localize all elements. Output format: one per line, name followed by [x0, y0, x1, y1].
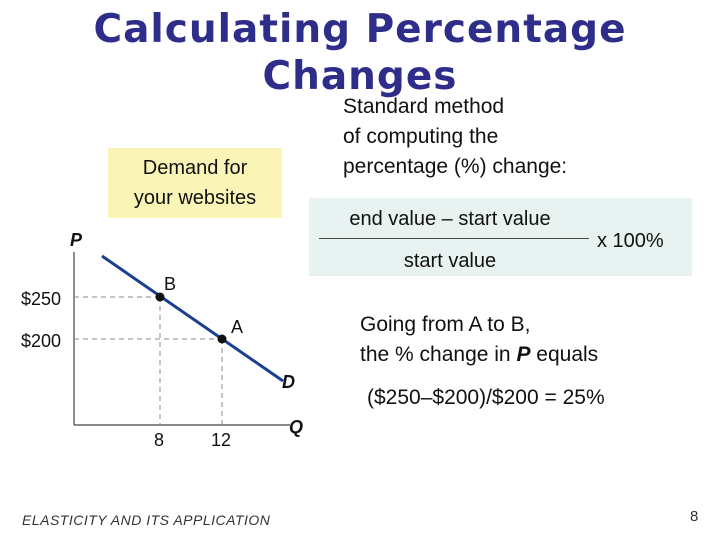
footer-text: ELASTICITY AND ITS APPLICATION	[22, 512, 271, 528]
explanation-line-1: Going from A to B,	[360, 313, 531, 336]
explanation-line-2: the % change in P equals	[360, 340, 598, 370]
demand-curve-label: D	[282, 372, 295, 392]
method-text: Standard method of computing the percent…	[343, 92, 567, 182]
y-tick-200: $200	[21, 331, 61, 351]
formula-numerator: end value – start value	[349, 208, 551, 230]
fraction-bar	[319, 238, 589, 239]
page-number: 8	[690, 508, 699, 525]
method-line-2: of computing the	[343, 125, 499, 148]
x-tick-8: 8	[154, 430, 164, 450]
y-tick-250: $250	[21, 289, 61, 309]
x-tick-12: 12	[211, 430, 231, 450]
formula-multiplier: x 100%	[597, 230, 664, 252]
method-line-1: Standard method	[343, 95, 505, 118]
calculation-result: ($250–$200)/$200 = 25%	[367, 386, 605, 409]
formula-box: end value – start value start value x 10…	[309, 198, 692, 276]
slide-title: Calculating Percentage Changes	[93, 7, 627, 99]
explanation-variable: P	[516, 343, 531, 366]
point-a-label: A	[231, 317, 243, 337]
method-line-3: percentage (%) change:	[343, 155, 568, 178]
explanation-post: equals	[530, 343, 599, 366]
formula-denominator: start value	[403, 250, 497, 272]
point-b-label: B	[164, 274, 176, 294]
point-a	[217, 334, 227, 344]
point-b	[155, 292, 165, 302]
demand-line-1: Demand for	[142, 157, 248, 179]
demand-label-box: Demand for your websites	[108, 148, 282, 218]
demand-line-2: your websites	[133, 187, 257, 209]
demand-curve	[101, 254, 284, 383]
explanation-pre: the % change in	[360, 343, 517, 366]
explanation-text: Going from A to B, the % change in P equ…	[360, 310, 598, 370]
x-axis-label: Q	[289, 417, 303, 437]
y-axis-label: P	[70, 230, 83, 250]
